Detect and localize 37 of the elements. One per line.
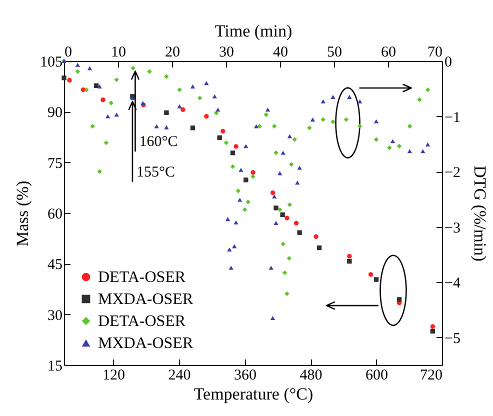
x2-tick-label: 50 bbox=[327, 44, 342, 60]
x-tick-label: 600 bbox=[366, 368, 388, 384]
x2-axis-title: Time (min) bbox=[214, 22, 292, 40]
legend-label: MXDA-OSER bbox=[98, 335, 194, 352]
x-tick-label: 480 bbox=[300, 368, 322, 384]
y-tick-label: 30 bbox=[48, 308, 62, 324]
y-tick-label: 105 bbox=[40, 54, 62, 70]
y2-tick-label: −1 bbox=[444, 110, 460, 126]
y-axis-title: Mass (%) bbox=[13, 180, 32, 246]
y-tick-label: 90 bbox=[48, 105, 62, 122]
x-tick-label: 120 bbox=[102, 368, 126, 384]
x2-tick-label: 60 bbox=[381, 44, 396, 60]
x-tick-label: 360 bbox=[234, 368, 257, 384]
y2-axis-title: DTG (%/min) bbox=[470, 166, 490, 262]
x-tick-label: 720 bbox=[420, 368, 442, 384]
y2-tick-label: −2 bbox=[444, 165, 460, 182]
y2-tick-label: −4 bbox=[444, 276, 461, 292]
annotation: 155°C bbox=[136, 164, 175, 181]
y-tick-label: 45 bbox=[48, 257, 62, 274]
y-tick-label: 15 bbox=[48, 358, 62, 374]
y2-tick-label: −3 bbox=[444, 220, 460, 236]
y2-tick-label: 0 bbox=[444, 54, 452, 70]
y2-tick-label: −5 bbox=[444, 330, 460, 347]
legend-label: MXDA-OSER bbox=[98, 291, 194, 308]
legend-label: DETA-OSER bbox=[98, 269, 186, 286]
legend-label: DETA-OSER bbox=[98, 313, 186, 330]
x2-tick-label: 30 bbox=[219, 44, 234, 60]
y-tick-label: 60 bbox=[48, 206, 62, 222]
x2-tick-label: 20 bbox=[165, 44, 180, 60]
y-tick-label: 75 bbox=[48, 156, 62, 172]
x2-tick-label: 0 bbox=[64, 44, 72, 60]
annotation: 160°C bbox=[139, 134, 178, 150]
x2-tick-label: 70 bbox=[428, 44, 442, 60]
x2-tick-label: 10 bbox=[111, 44, 126, 60]
x2-tick-label: 40 bbox=[273, 44, 288, 60]
x-axis-title: Temperature (°C) bbox=[194, 384, 314, 404]
x-tick-label: 240 bbox=[168, 368, 191, 384]
